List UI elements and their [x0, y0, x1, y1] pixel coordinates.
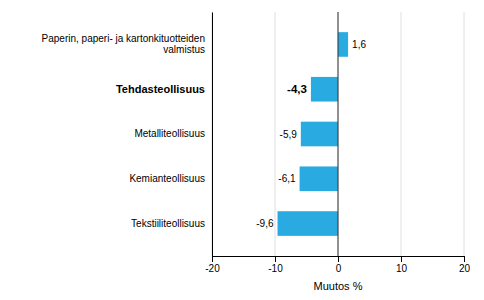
bar — [311, 77, 338, 102]
y-tick-label: Paperin, paperi- ja kartonkituotteidenva… — [42, 33, 205, 55]
data-label: -9,6 — [256, 218, 274, 229]
x-tick-label: 0 — [336, 263, 342, 274]
x-axis: -20 -10 0 10 20 — [205, 256, 470, 274]
x-tick-label: 10 — [396, 263, 408, 274]
x-tick-label: -10 — [268, 263, 283, 274]
y-tick: Kemianteollisuus — [129, 173, 212, 184]
bar — [338, 32, 348, 57]
y-tick-label-line: valmistus — [163, 44, 205, 55]
x-tick-mark — [338, 256, 339, 262]
y-tick-label: Kemianteollisuus — [129, 173, 205, 184]
x-tick: 10 — [396, 256, 408, 274]
y-tick-label: Tehdasteollisuus — [116, 83, 205, 95]
x-tick: -10 — [268, 256, 283, 274]
x-tick-label: 20 — [459, 263, 471, 274]
x-tick-mark — [464, 256, 465, 262]
x-tick-label: -20 — [205, 263, 220, 274]
x-tick-mark — [401, 256, 402, 262]
x-tick: 20 — [459, 256, 471, 274]
y-tick: Metalliteollisuus — [134, 128, 212, 139]
y-tick: Paperin, paperi- ja kartonkituotteidenva… — [42, 33, 212, 55]
grid-line — [212, 12, 213, 256]
x-axis-line — [213, 257, 465, 263]
bar — [300, 166, 338, 191]
grid — [212, 12, 464, 256]
x-tick: 0 — [336, 256, 342, 274]
grid-line — [338, 12, 339, 256]
x-tick-mark — [212, 256, 213, 262]
y-tick: Tehdasteollisuus — [116, 83, 212, 95]
y-tick-label-line: Paperin, paperi- ja kartonkituotteiden — [42, 33, 205, 44]
bars — [278, 32, 349, 236]
chart: -20 -10 0 10 20 Tekstiiliteollisuus Kemianteol… — [0, 0, 484, 300]
grid-line — [401, 12, 402, 256]
plot: -20 -10 0 10 20 Tekstiiliteollisuus Kemianteol… — [42, 12, 471, 292]
x-tick: -20 — [205, 256, 220, 274]
x-axis-title: Muutos % — [314, 280, 363, 292]
y-tick-label: Tekstiiliteollisuus — [131, 218, 205, 229]
data-label: -4,3 — [287, 83, 307, 95]
y-axis-line — [212, 13, 213, 257]
bar — [278, 211, 338, 236]
y-tick-label: Metalliteollisuus — [134, 128, 205, 139]
zero-line — [338, 12, 339, 256]
y-axis: Tekstiiliteollisuus Kemianteollisuus Metal… — [42, 13, 213, 257]
bar — [301, 122, 338, 147]
data-labels: -9,6 -6,1 -5,9 -4,3 1,6 — [256, 39, 366, 229]
data-label: -5,9 — [280, 129, 298, 140]
grid-line — [275, 12, 276, 256]
x-tick-mark — [275, 256, 276, 262]
data-label: 1,6 — [352, 39, 366, 50]
grid-line — [464, 12, 465, 256]
data-label: -6,1 — [278, 173, 296, 184]
y-tick: Tekstiiliteollisuus — [131, 218, 212, 229]
